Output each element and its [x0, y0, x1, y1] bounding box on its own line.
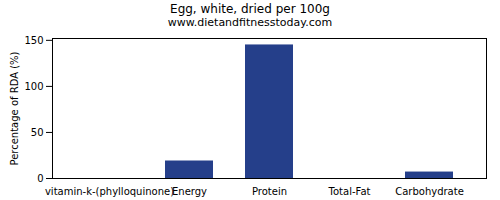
- svg-text:50: 50: [31, 127, 44, 138]
- svg-text:Total-Fat: Total-Fat: [328, 186, 371, 197]
- svg-text:Energy: Energy: [172, 186, 207, 197]
- svg-text:Protein: Protein: [252, 186, 287, 197]
- svg-text:150: 150: [24, 35, 43, 46]
- svg-text:Carbohydrate: Carbohydrate: [395, 186, 464, 197]
- svg-text:Percentage of RDA (%): Percentage of RDA (%): [9, 51, 20, 165]
- html-text:Egg, white, dried per 100g: Egg, white, dried per 100g: [170, 2, 330, 16]
- svg-text:vitamin-k-(phylloquinone): vitamin-k-(phylloquinone): [45, 186, 174, 197]
- svg-text:100: 100: [24, 81, 43, 92]
- svg-text:0: 0: [37, 173, 43, 184]
- html-text:www.dietandfitnesstoday.com: www.dietandfitnesstoday.com: [167, 16, 333, 29]
